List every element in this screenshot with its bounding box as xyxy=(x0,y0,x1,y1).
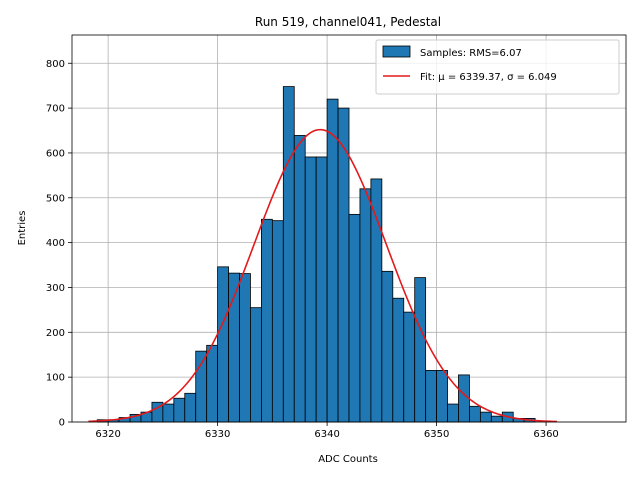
legend-fit-label: Fit: μ = 6339.37, σ = 6.049 xyxy=(420,72,557,83)
histogram-bar xyxy=(348,213,361,423)
histogram-bar xyxy=(293,135,306,423)
histogram-bar xyxy=(315,156,328,423)
histogram-bar xyxy=(282,86,295,423)
histogram-bar xyxy=(479,411,492,423)
fit-curve xyxy=(88,128,558,423)
histogram-bar xyxy=(184,392,197,423)
y-axis-ticks: 0 100 200 300 400 500 600 700 800 xyxy=(46,59,72,429)
histogram-bar xyxy=(425,370,437,423)
fit-curve-layer xyxy=(88,128,558,423)
histogram-bar xyxy=(392,297,405,423)
y-tick-label: 800 xyxy=(46,59,65,70)
legend: Samples: RMS=6.07 Fit: μ = 6339.37, σ = … xyxy=(375,39,620,95)
x-axis-label: ADC Counts xyxy=(318,454,378,465)
y-tick-label: 300 xyxy=(46,283,65,294)
histogram-bar xyxy=(261,218,273,423)
legend-box xyxy=(375,39,620,95)
histogram-bars xyxy=(96,86,536,423)
legend-histogram-swatch xyxy=(382,45,411,58)
y-tick-label: 100 xyxy=(46,373,65,384)
x-tick-label: 6330 xyxy=(205,429,230,440)
x-tick-label: 6350 xyxy=(424,429,449,440)
y-axis-label: Entries xyxy=(17,211,28,246)
plot-frame xyxy=(71,34,627,423)
histogram-bar xyxy=(304,156,317,423)
histogram-bar xyxy=(436,370,448,423)
legend-histogram-label: Samples: RMS=6.07 xyxy=(420,48,522,59)
y-tick-label: 600 xyxy=(46,148,65,159)
x-tick-label: 6360 xyxy=(533,429,558,440)
histogram-bar xyxy=(469,405,481,423)
histogram-bar xyxy=(326,98,339,423)
histogram-bar xyxy=(173,397,186,423)
histogram-bar xyxy=(414,277,427,423)
histogram-bar xyxy=(370,178,383,423)
histogram-bar xyxy=(359,188,372,423)
y-tick-label: 700 xyxy=(46,104,65,115)
histogram-bar xyxy=(403,311,416,423)
histogram-bar xyxy=(271,220,284,423)
x-tick-label: 6320 xyxy=(95,429,120,440)
y-tick-label: 500 xyxy=(46,193,65,204)
histogram-bar xyxy=(447,403,459,423)
y-tick-label: 400 xyxy=(46,238,65,249)
y-tick-label: 200 xyxy=(46,328,65,339)
y-tick-label: 0 xyxy=(59,418,65,429)
histogram-bar xyxy=(337,107,350,423)
histogram-bar xyxy=(206,344,219,423)
histogram-bar xyxy=(195,350,208,423)
histogram-bar xyxy=(239,273,251,423)
histogram-bar xyxy=(162,403,175,423)
chart-title: Run 519, channel041, Pedestal xyxy=(255,15,441,29)
x-tick-label: 6340 xyxy=(314,429,339,440)
histogram-bar xyxy=(250,307,262,423)
histogram-bar xyxy=(217,266,229,423)
x-axis-ticks: 6320 6330 6340 6350 6360 xyxy=(95,422,559,440)
histogram-bar xyxy=(381,270,394,423)
histogram-bar xyxy=(490,415,503,423)
